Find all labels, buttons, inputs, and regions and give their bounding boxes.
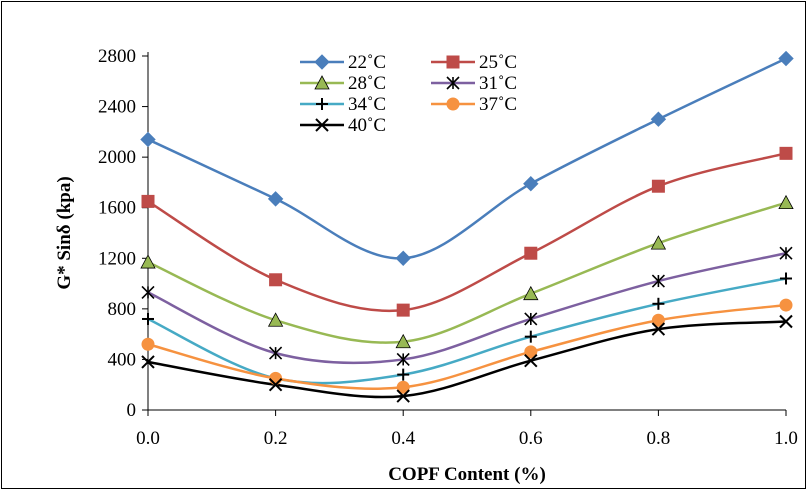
legend-item: 25˚C	[431, 52, 517, 73]
data-point	[397, 368, 410, 381]
data-point	[524, 312, 538, 326]
legend-marker	[314, 75, 330, 90]
series-line	[147, 277, 787, 385]
data-point	[395, 333, 411, 349]
marker-stroke	[268, 378, 283, 392]
data-point	[650, 235, 667, 250]
x-axis: 0.0 0.2 0.4 0.6 0.8 1.0	[136, 409, 798, 449]
x-tick-label: 0.0	[136, 428, 160, 449]
series-line	[147, 152, 787, 313]
legend-item: 37˚C	[431, 94, 517, 115]
legend-label: 31˚C	[479, 73, 517, 94]
x-axis-title: COPF Content (%)	[388, 464, 546, 485]
data-point	[524, 345, 538, 359]
data-point	[141, 337, 155, 351]
data-point	[524, 330, 537, 343]
data-point	[268, 378, 283, 392]
legend-label: 28˚C	[348, 73, 386, 94]
y-tick-label: 1200	[98, 248, 136, 269]
data-point	[141, 194, 155, 208]
data-point	[267, 191, 284, 207]
legend-item: 28˚C	[300, 73, 386, 94]
data-point	[651, 179, 665, 193]
data-point	[779, 246, 793, 260]
data-point	[651, 322, 666, 336]
data-point	[778, 194, 794, 210]
data-point	[652, 297, 665, 310]
marker-stroke	[779, 314, 793, 329]
y-tick-label: 1600	[98, 198, 136, 219]
y-tick-label: 2400	[98, 97, 136, 118]
y-tick-label: 400	[108, 349, 137, 370]
data-point	[269, 371, 283, 385]
series-line	[147, 57, 787, 260]
legend-marker	[316, 98, 328, 110]
legend-marker	[446, 97, 460, 111]
data-point	[651, 274, 665, 288]
legend-marker	[314, 54, 330, 70]
data-point	[142, 312, 154, 325]
legend-label: 40˚C	[348, 115, 386, 136]
data-point	[650, 111, 667, 127]
legend-label: 22˚C	[348, 52, 386, 73]
data-point	[780, 272, 792, 285]
x-tick-label: 0.4	[391, 428, 415, 449]
series-line	[147, 252, 787, 365]
y-tick-label: 0	[127, 400, 137, 421]
data-point	[523, 285, 539, 301]
x-tick-label: 0.6	[519, 428, 543, 449]
data-point	[395, 250, 411, 266]
y-tick-label: 2800	[98, 46, 136, 67]
series-line	[147, 303, 787, 390]
legend-item: 31˚C	[431, 73, 517, 94]
x-tick-label: 1.0	[774, 428, 798, 449]
data-point	[396, 352, 410, 366]
data-point	[269, 346, 283, 360]
data-point	[779, 146, 793, 160]
data-point	[141, 355, 155, 369]
data-point	[523, 175, 539, 192]
data-point	[140, 131, 156, 148]
data-point	[269, 273, 283, 287]
legend-item: 22˚C	[300, 52, 386, 73]
y-axis-title: G* Sinδ (kpa)	[54, 176, 75, 289]
data-point	[651, 313, 665, 327]
series-line	[147, 201, 787, 344]
series-markers	[140, 50, 794, 403]
data-point	[140, 254, 156, 269]
legend-label: 37˚C	[479, 94, 517, 115]
legend-item: 40˚C	[300, 115, 386, 136]
data-point	[779, 298, 793, 312]
data-point	[778, 50, 794, 67]
legend-marker	[446, 76, 460, 90]
y-tick-label: 800	[108, 299, 137, 320]
data-point	[524, 246, 538, 260]
data-point	[396, 303, 410, 317]
y-tick-label: 2000	[98, 147, 136, 168]
x-tick-label: 0.2	[264, 428, 288, 449]
data-point	[396, 380, 410, 394]
y-axis: 0 400 800 1200 1600 2000 2400 2800	[98, 46, 149, 421]
legend-item: 34˚C	[300, 94, 386, 115]
marker-stroke	[651, 322, 666, 336]
legend: 22˚C 25˚C 28˚C 31˚C 34˚C 37˚C 40˚C	[300, 52, 517, 136]
legend-label: 25˚C	[479, 52, 517, 73]
marker-stroke	[396, 389, 410, 403]
data-point	[524, 353, 538, 368]
x-tick-label: 0.8	[647, 428, 671, 449]
marker-stroke	[141, 355, 155, 369]
data-point	[267, 312, 284, 327]
legend-label: 34˚C	[348, 94, 386, 115]
legend-marker	[315, 118, 329, 132]
data-point	[141, 285, 155, 299]
marker-stroke	[524, 353, 538, 368]
data-point	[396, 389, 410, 403]
data-point	[779, 314, 793, 329]
legend-marker	[446, 55, 460, 69]
series-lines	[147, 57, 787, 399]
marker-stroke	[315, 118, 329, 132]
series-line	[147, 320, 787, 399]
